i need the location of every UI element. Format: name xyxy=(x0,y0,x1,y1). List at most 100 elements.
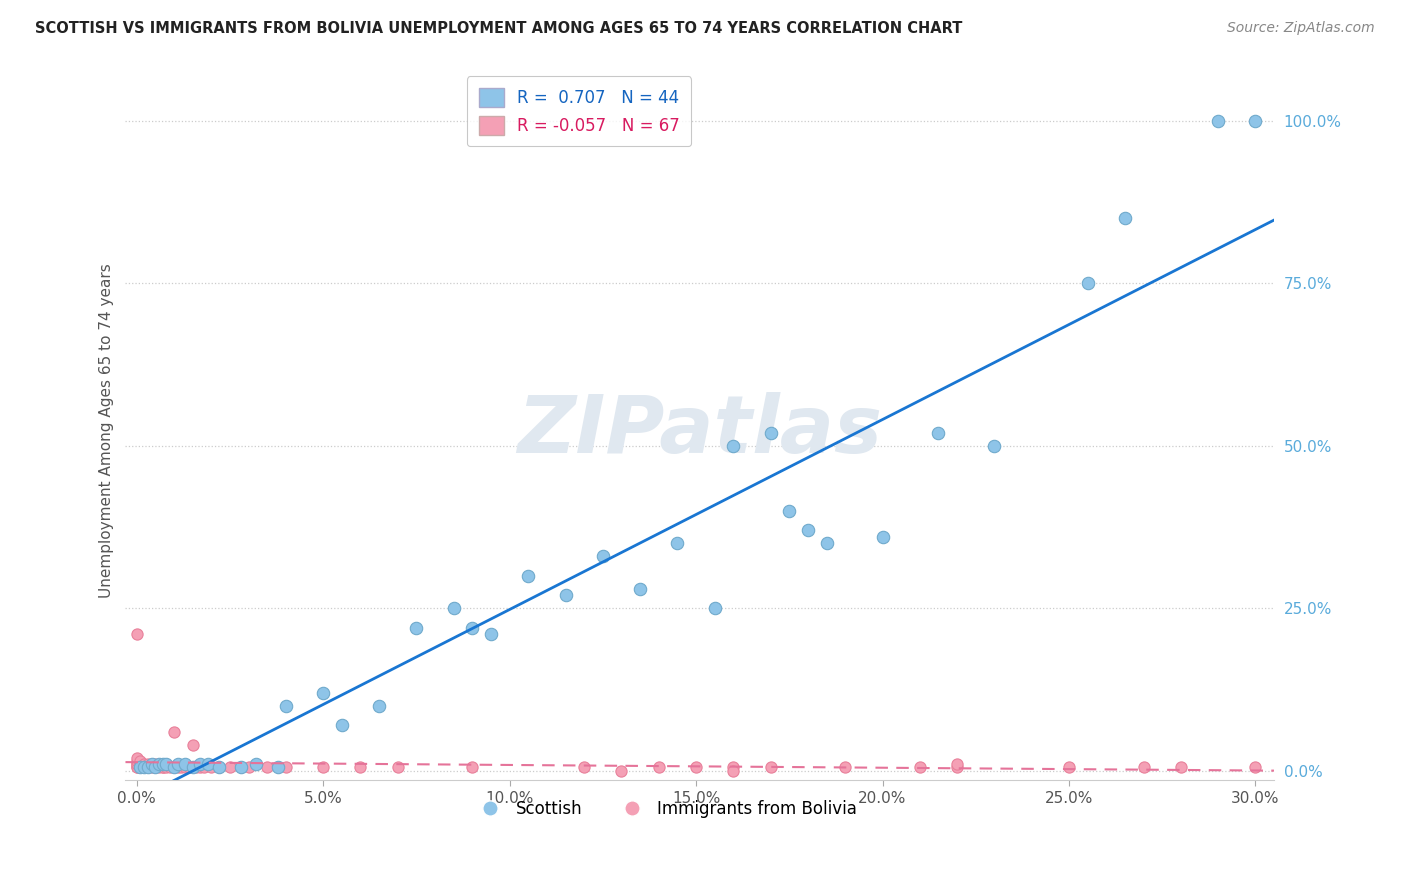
Point xyxy=(166,760,188,774)
Point xyxy=(143,760,166,774)
Point xyxy=(245,757,267,772)
Point xyxy=(592,549,614,564)
Text: Source: ZipAtlas.com: Source: ZipAtlas.com xyxy=(1227,21,1375,36)
Point xyxy=(163,760,186,774)
Point xyxy=(946,757,969,772)
Point xyxy=(1206,114,1229,128)
Point xyxy=(155,757,177,772)
Point xyxy=(125,750,148,764)
Point xyxy=(186,760,208,774)
Point xyxy=(983,439,1005,453)
Text: ZIPatlas: ZIPatlas xyxy=(517,392,883,470)
Point xyxy=(274,698,297,713)
Point xyxy=(152,757,174,772)
Point xyxy=(208,760,231,774)
Point xyxy=(872,530,894,544)
Point xyxy=(193,760,215,774)
Point xyxy=(141,760,163,774)
Point xyxy=(759,425,782,440)
Point xyxy=(517,568,540,582)
Point xyxy=(143,760,166,774)
Point xyxy=(927,425,949,440)
Point xyxy=(219,760,242,774)
Point xyxy=(229,760,252,774)
Point xyxy=(274,760,297,774)
Point xyxy=(908,760,931,774)
Point xyxy=(148,757,170,772)
Point xyxy=(125,757,148,772)
Legend: Scottish, Immigrants from Bolivia: Scottish, Immigrants from Bolivia xyxy=(467,793,863,824)
Point xyxy=(610,764,633,778)
Point xyxy=(815,536,838,550)
Point xyxy=(208,760,231,774)
Point xyxy=(163,760,186,774)
Point xyxy=(648,760,671,774)
Y-axis label: Unemployment Among Ages 65 to 74 years: Unemployment Among Ages 65 to 74 years xyxy=(100,264,114,599)
Point xyxy=(1244,114,1267,128)
Point xyxy=(148,760,170,774)
Point xyxy=(628,582,651,596)
Point xyxy=(229,760,252,774)
Point xyxy=(1114,211,1136,226)
Point xyxy=(330,718,353,732)
Point xyxy=(143,760,166,774)
Point xyxy=(136,760,159,774)
Point xyxy=(174,760,197,774)
Point xyxy=(125,627,148,641)
Point xyxy=(155,760,177,774)
Point xyxy=(166,757,188,772)
Point xyxy=(312,760,335,774)
Point xyxy=(946,760,969,774)
Point xyxy=(136,757,159,772)
Point xyxy=(723,760,745,774)
Point xyxy=(554,588,576,602)
Point xyxy=(349,760,371,774)
Point xyxy=(129,757,152,772)
Point xyxy=(125,760,148,774)
Point xyxy=(1057,760,1080,774)
Point xyxy=(143,757,166,772)
Point xyxy=(125,757,148,772)
Point xyxy=(703,601,725,615)
Point xyxy=(461,760,484,774)
Point xyxy=(134,760,156,774)
Point xyxy=(152,760,174,774)
Point xyxy=(181,760,204,774)
Point xyxy=(136,760,159,774)
Point xyxy=(1244,760,1267,774)
Point xyxy=(163,760,186,774)
Point xyxy=(759,760,782,774)
Point xyxy=(778,504,800,518)
Point xyxy=(368,698,391,713)
Point xyxy=(159,760,181,774)
Point xyxy=(152,760,174,774)
Point xyxy=(129,760,152,774)
Point xyxy=(129,760,152,774)
Point xyxy=(134,757,156,772)
Point xyxy=(141,757,163,772)
Point xyxy=(134,760,156,774)
Point xyxy=(312,685,335,699)
Point xyxy=(129,760,152,774)
Point xyxy=(148,757,170,772)
Point xyxy=(155,757,177,772)
Point xyxy=(141,757,163,772)
Point xyxy=(125,754,148,768)
Point xyxy=(188,757,211,772)
Point xyxy=(177,760,200,774)
Point xyxy=(1077,277,1099,291)
Point xyxy=(405,621,427,635)
Point xyxy=(666,536,689,550)
Point xyxy=(136,760,159,774)
Point xyxy=(572,760,595,774)
Point xyxy=(238,760,260,774)
Point xyxy=(723,439,745,453)
Point xyxy=(181,738,204,752)
Point xyxy=(125,760,148,774)
Point xyxy=(181,760,204,774)
Point xyxy=(256,760,278,774)
Point xyxy=(479,627,502,641)
Text: SCOTTISH VS IMMIGRANTS FROM BOLIVIA UNEMPLOYMENT AMONG AGES 65 TO 74 YEARS CORRE: SCOTTISH VS IMMIGRANTS FROM BOLIVIA UNEM… xyxy=(35,21,963,37)
Point xyxy=(163,724,186,739)
Point xyxy=(387,760,409,774)
